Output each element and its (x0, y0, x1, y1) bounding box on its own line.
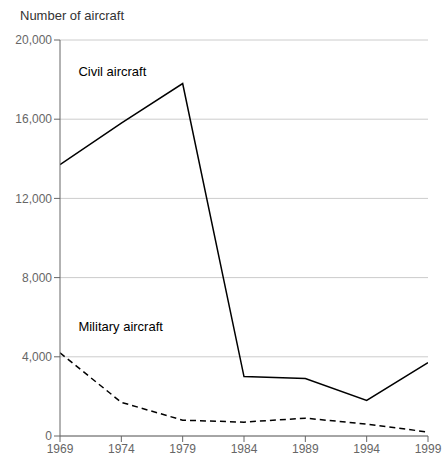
svg-text:1974: 1974 (108, 442, 135, 456)
svg-text:4,000: 4,000 (22, 350, 52, 364)
svg-text:0: 0 (45, 429, 52, 443)
svg-text:Civil aircraft: Civil aircraft (78, 64, 146, 79)
svg-text:1979: 1979 (169, 442, 196, 456)
svg-text:12,000: 12,000 (15, 192, 52, 206)
svg-text:8,000: 8,000 (22, 271, 52, 285)
svg-text:1984: 1984 (231, 442, 258, 456)
svg-text:16,000: 16,000 (15, 112, 52, 126)
svg-text:1969: 1969 (47, 442, 74, 456)
html-text:Number of aircraft: Number of aircraft (20, 8, 124, 23)
svg-text:Military aircraft: Military aircraft (78, 319, 163, 334)
svg-text:1999: 1999 (415, 442, 440, 456)
svg-text:1989: 1989 (292, 442, 319, 456)
svg-text:20,000: 20,000 (15, 33, 52, 47)
svg-text:1994: 1994 (353, 442, 380, 456)
